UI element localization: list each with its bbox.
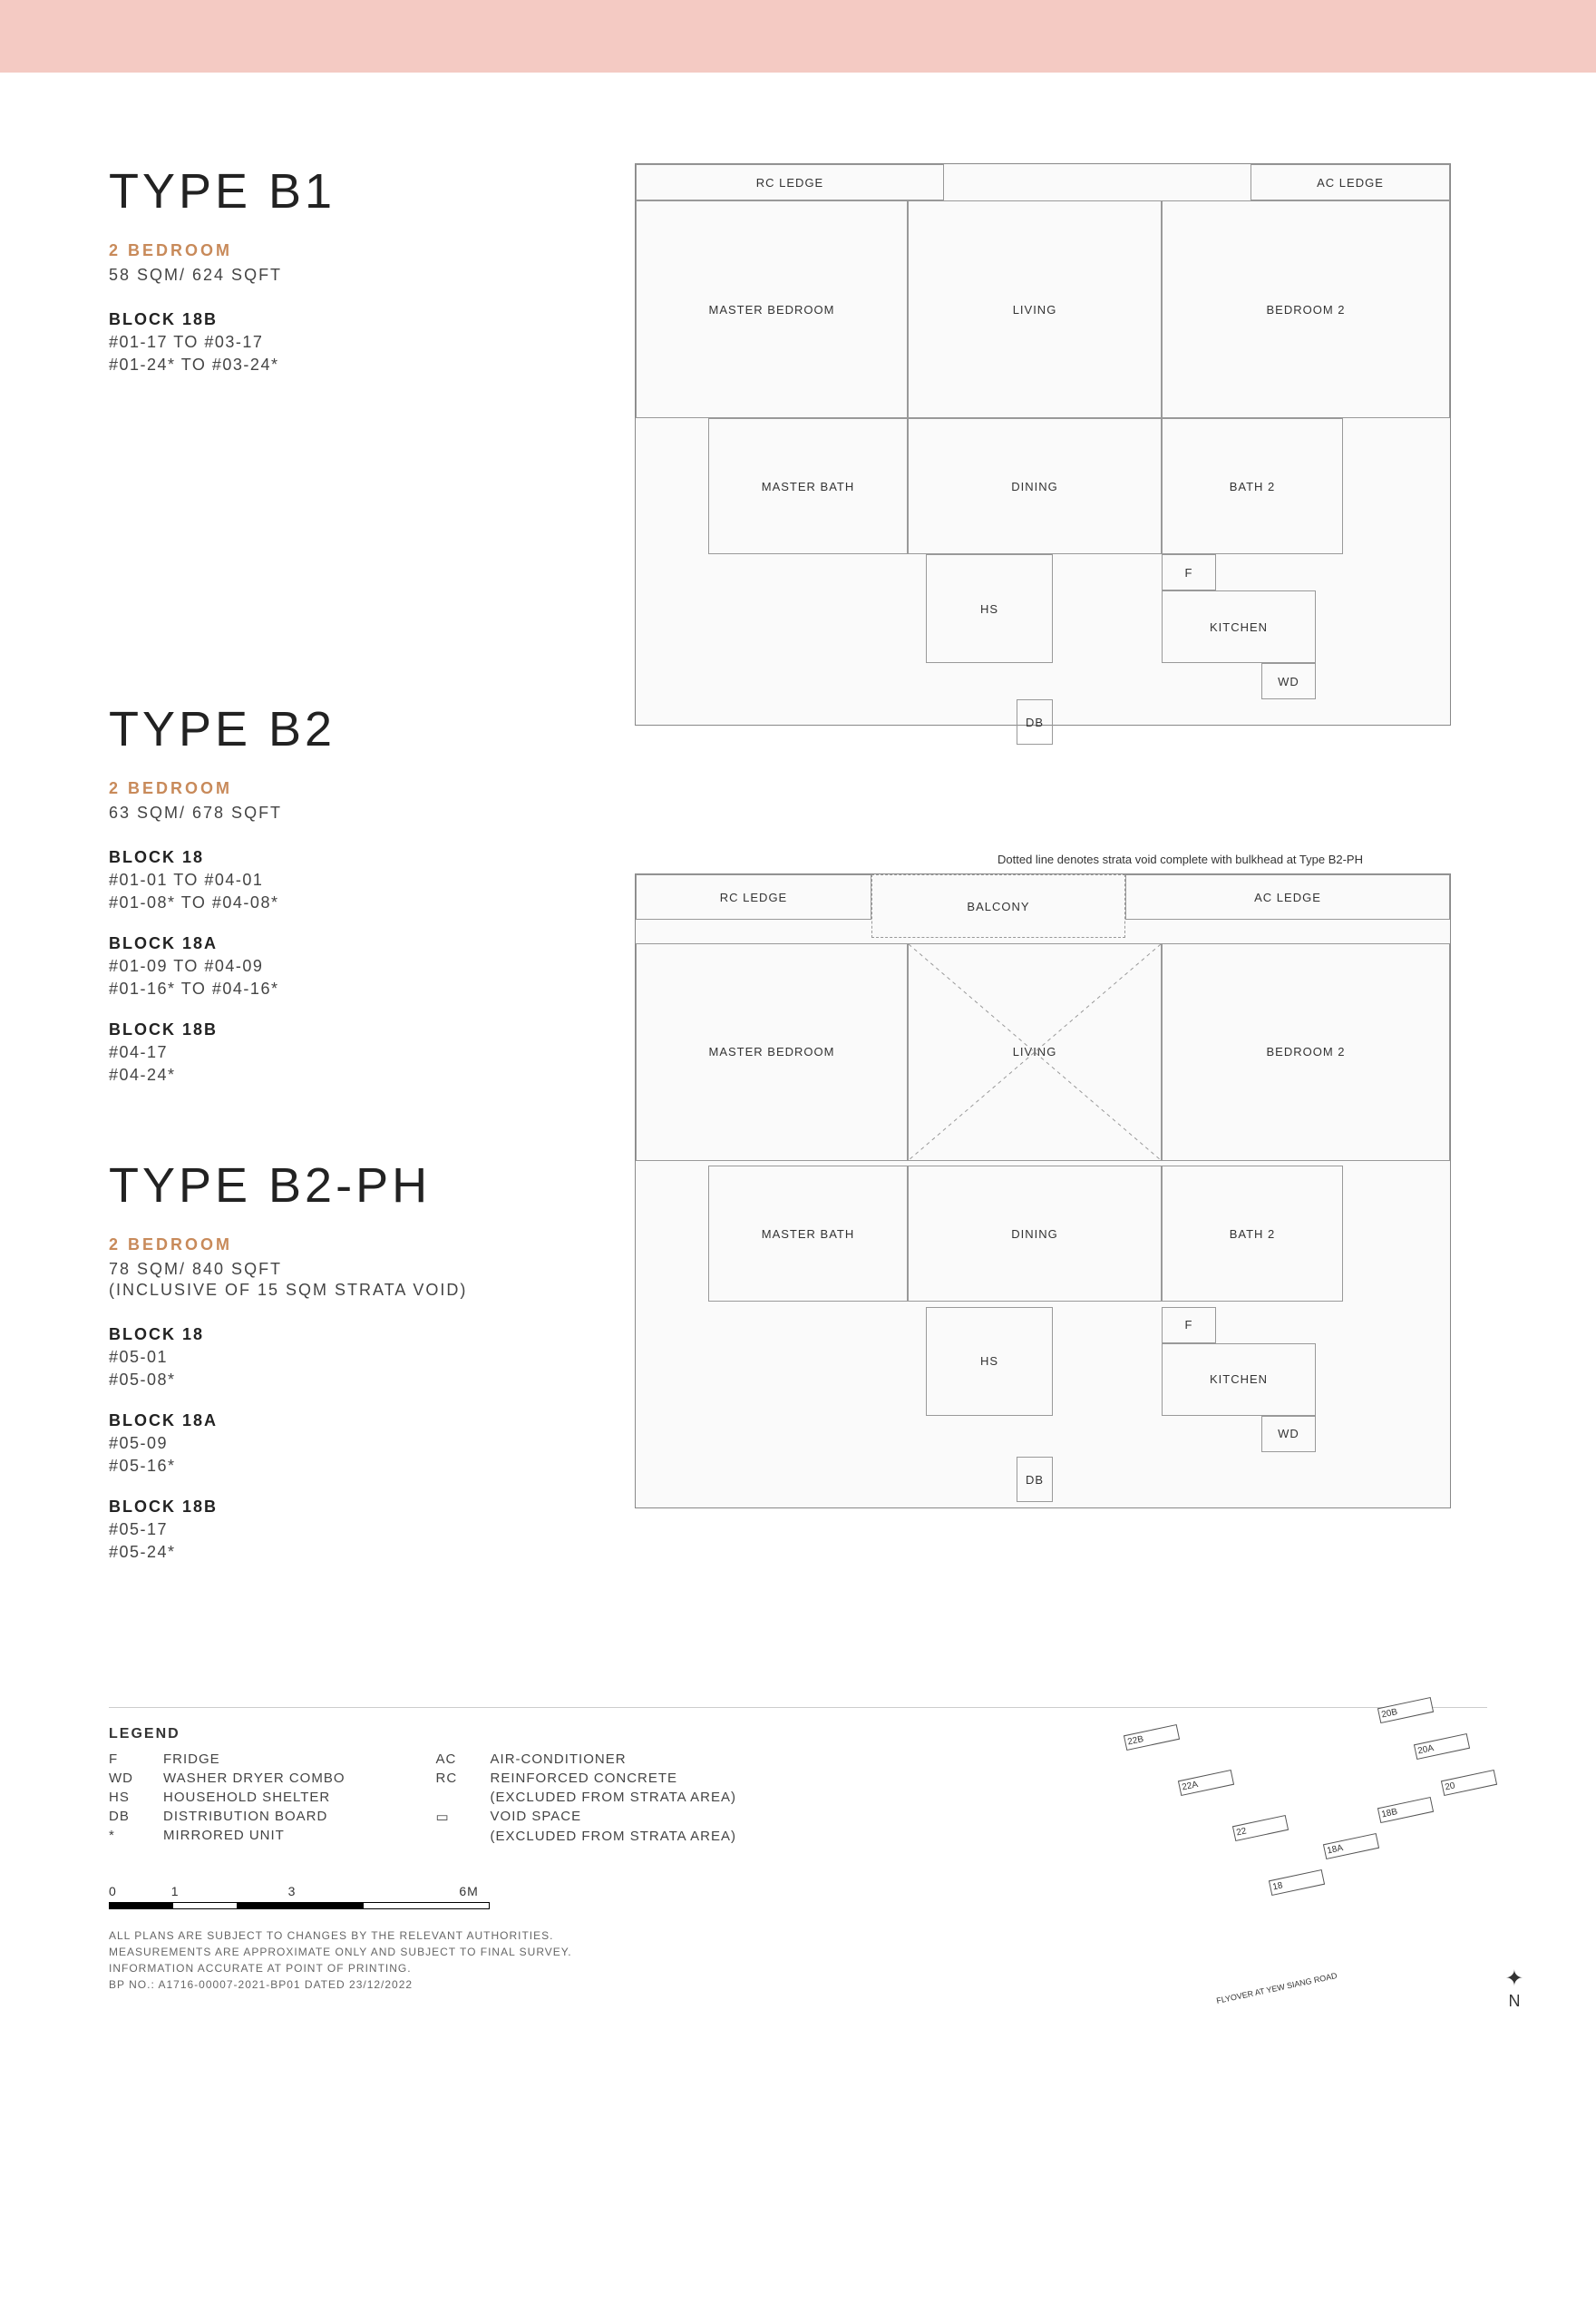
compass-icon: ✦ N: [1505, 1966, 1523, 2011]
room-master-bedroom: MASTER BEDROOM: [636, 943, 908, 1161]
unit-line: #04-24*: [109, 1066, 580, 1085]
room-bath2: BATH 2: [1162, 1166, 1343, 1302]
type-b2-title: TYPE B2: [109, 701, 580, 757]
room-bath2: BATH 2: [1162, 418, 1343, 554]
type-b2-bedroom: 2 BEDROOM: [109, 779, 580, 798]
block-title: BLOCK 18: [109, 1325, 580, 1344]
unit-line: #05-01: [109, 1348, 580, 1367]
block-title: BLOCK 18B: [109, 1498, 580, 1517]
room-living: LIVING: [908, 943, 1162, 1161]
floorplan-column: RC LEDGE AC LEDGE MASTER BEDROOM LIVING …: [635, 163, 1487, 1634]
siteplan: 20B 20A 20 18B 18A 18 22B 22A 22 FLYOVER…: [1088, 1684, 1523, 2011]
unit-line: #05-09: [109, 1434, 580, 1453]
room-wd: WD: [1261, 663, 1316, 699]
room-rc-ledge: RC LEDGE: [636, 164, 944, 200]
room-rc-ledge: RC LEDGE: [636, 874, 871, 920]
siteplan-flyover: FLYOVER AT YEW SIANG ROAD: [1215, 1971, 1338, 2005]
block-title: BLOCK 18B: [109, 1020, 580, 1039]
room-master-bath: MASTER BATH: [708, 1166, 908, 1302]
text-column: TYPE B1 2 BEDROOM 58 SQM/ 624 SQFT BLOCK…: [109, 163, 580, 1634]
floorplan-b2ph: RC LEDGE BALCONY AC LEDGE MASTER BEDROOM…: [635, 873, 1451, 1508]
unit-line: #01-08* TO #04-08*: [109, 893, 580, 912]
floorplan-b1: RC LEDGE AC LEDGE MASTER BEDROOM LIVING …: [635, 163, 1451, 726]
unit-line: #01-09 TO #04-09: [109, 957, 580, 976]
room-db: DB: [1017, 699, 1053, 745]
room-hs: HS: [926, 554, 1053, 663]
room-f: F: [1162, 554, 1216, 590]
room-dining: DINING: [908, 418, 1162, 554]
room-hs: HS: [926, 1307, 1053, 1416]
unit-line: #05-17: [109, 1520, 580, 1539]
type-b2ph-title: TYPE B2-PH: [109, 1157, 580, 1214]
type-b1-section: TYPE B1 2 BEDROOM 58 SQM/ 624 SQFT BLOCK…: [109, 163, 580, 375]
unit-line: #04-17: [109, 1043, 580, 1062]
block-group: BLOCK 18B #01-17 TO #03-17 #01-24* TO #0…: [109, 310, 580, 375]
type-b2ph-section: TYPE B2-PH 2 BEDROOM 78 SQM/ 840 SQFT (I…: [109, 1157, 580, 1562]
legend-col1: FFRIDGE WDWASHER DRYER COMBO HSHOUSEHOLD…: [109, 1751, 345, 1848]
type-b2-section: TYPE B2 2 BEDROOM 63 SQM/ 678 SQFT BLOCK…: [109, 701, 580, 1085]
room-master-bedroom: MASTER BEDROOM: [636, 200, 908, 418]
room-kitchen: KITCHEN: [1162, 1343, 1316, 1416]
room-ac-ledge: AC LEDGE: [1251, 164, 1450, 200]
room-living: LIVING: [908, 200, 1162, 418]
type-b2-size: 63 SQM/ 678 SQFT: [109, 804, 580, 823]
room-f: F: [1162, 1307, 1216, 1343]
type-b1-bedroom: 2 BEDROOM: [109, 241, 580, 260]
type-b2ph-bedroom: 2 BEDROOM: [109, 1235, 580, 1254]
unit-line: #01-24* TO #03-24*: [109, 356, 580, 375]
type-b1-size: 58 SQM/ 624 SQFT: [109, 266, 580, 285]
unit-line: #05-24*: [109, 1543, 580, 1562]
room-wd: WD: [1261, 1416, 1316, 1452]
legend-col2: ACAIR-CONDITIONER RCREINFORCED CONCRETE …: [436, 1751, 736, 1848]
room-master-bath: MASTER BATH: [708, 418, 908, 554]
room-bedroom2: BEDROOM 2: [1162, 200, 1450, 418]
room-bedroom2: BEDROOM 2: [1162, 943, 1450, 1161]
page-content: TYPE B1 2 BEDROOM 58 SQM/ 624 SQFT BLOCK…: [0, 73, 1596, 2065]
unit-line: #01-17 TO #03-17: [109, 333, 580, 352]
unit-line: #01-01 TO #04-01: [109, 871, 580, 890]
room-kitchen: KITCHEN: [1162, 590, 1316, 663]
unit-line: #05-08*: [109, 1371, 580, 1390]
type-b2ph-size: 78 SQM/ 840 SQFT: [109, 1260, 580, 1279]
block-title: BLOCK 18: [109, 848, 580, 867]
room-db: DB: [1017, 1457, 1053, 1502]
type-b2ph-size-note: (INCLUSIVE OF 15 SQM STRATA VOID): [109, 1281, 580, 1300]
unit-line: #05-16*: [109, 1457, 580, 1476]
type-b1-title: TYPE B1: [109, 163, 580, 220]
block-title: BLOCK 18A: [109, 1411, 580, 1430]
unit-line: #01-16* TO #04-16*: [109, 980, 580, 999]
block-title: BLOCK 18B: [109, 310, 580, 329]
block-title: BLOCK 18A: [109, 934, 580, 953]
room-balcony: BALCONY: [871, 874, 1125, 938]
room-dining: DINING: [908, 1166, 1162, 1302]
room-ac-ledge: AC LEDGE: [1125, 874, 1450, 920]
header-band: [0, 0, 1596, 73]
floorplan-b2ph-note: Dotted line denotes strata void complete…: [998, 853, 1487, 866]
